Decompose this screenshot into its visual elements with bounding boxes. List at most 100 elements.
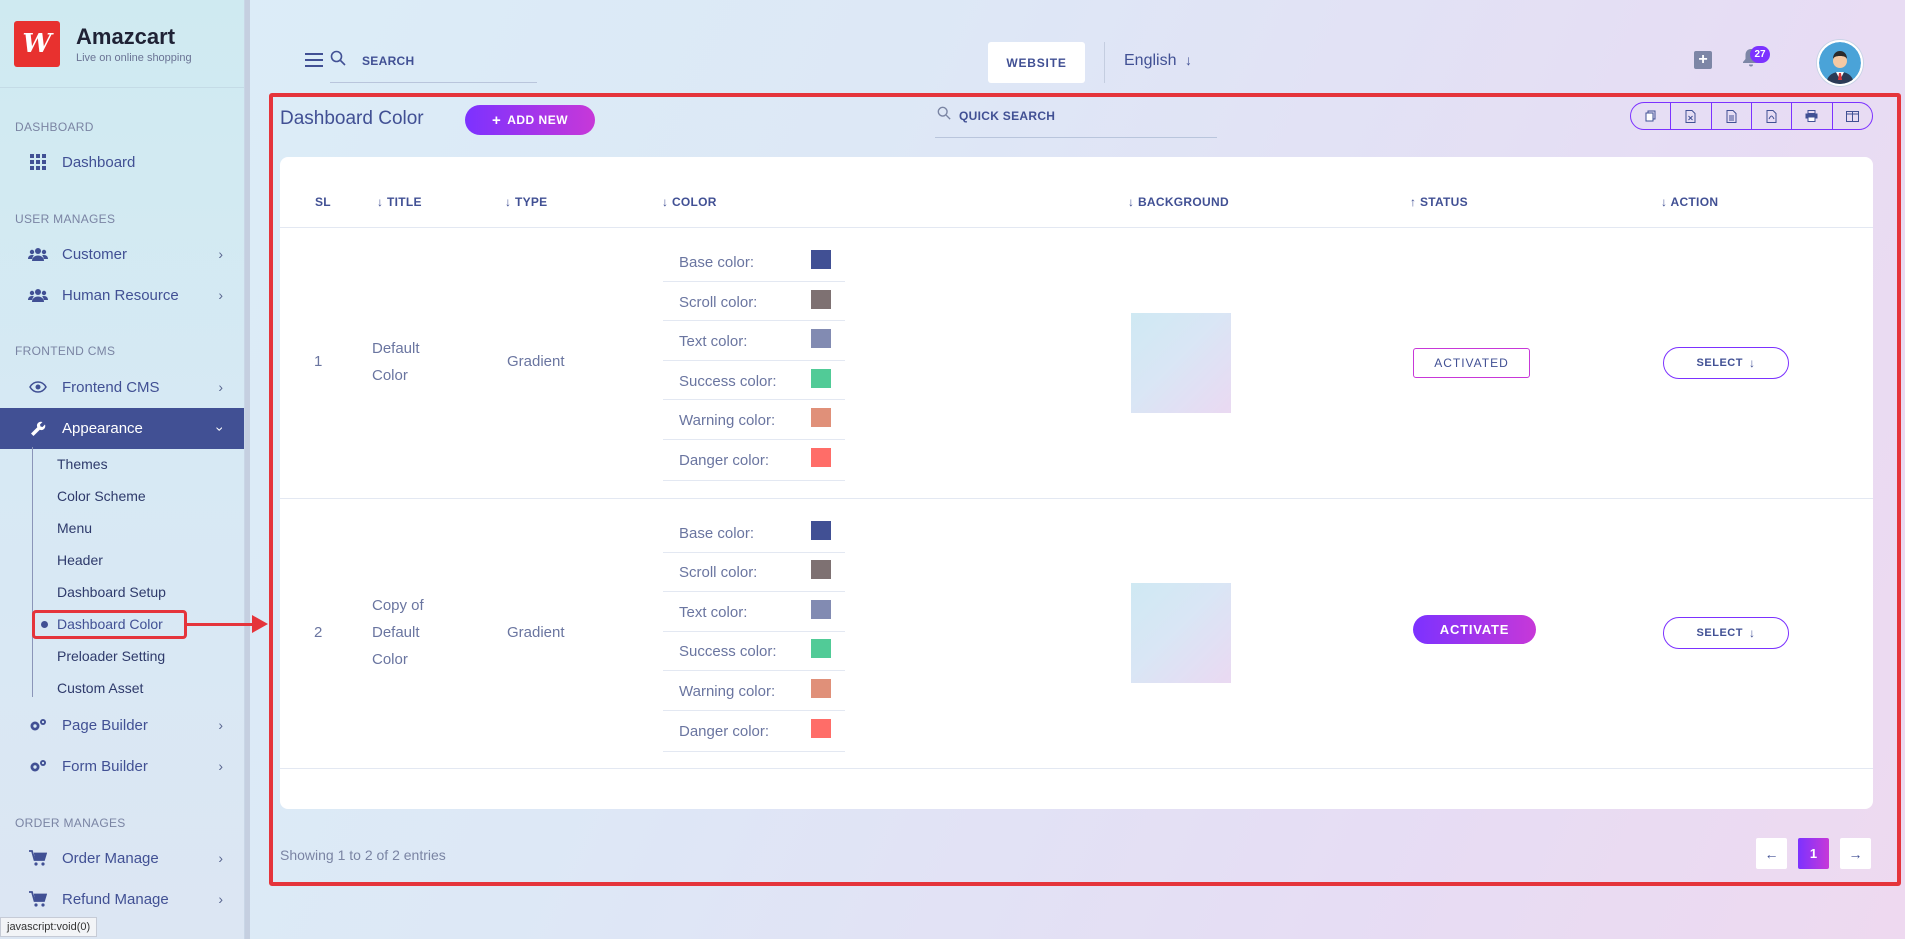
arrow-right-icon: → [1848,845,1863,862]
divider [663,439,845,440]
sidebar-item-customer[interactable]: Customer › [0,234,244,274]
background-thumbnail[interactable] [1131,313,1231,413]
title-line: Color [372,367,408,384]
column-header-background[interactable]: ↓ BACKGROUND [1128,195,1229,209]
submenu-item-color-scheme[interactable]: Color Scheme [57,488,146,504]
csv-icon[interactable] [1712,103,1752,129]
submenu-item-header[interactable]: Header [57,552,103,568]
column-header-type[interactable]: ↓ TYPE [505,195,547,209]
sidebar-item-frontend-cms[interactable]: Frontend CMS › [0,367,244,407]
color-swatch [811,290,831,309]
entries-info: Showing 1 to 2 of 2 entries [280,847,446,863]
submenu-item-themes[interactable]: Themes [57,456,108,472]
arrow-down-icon: ↓ [505,195,515,209]
column-header-label: TYPE [514,195,548,209]
column-header-label: BACKGROUND [1137,195,1229,209]
activate-button[interactable]: ACTIVATE [1413,615,1536,644]
quick-search-input[interactable] [959,106,1209,126]
color-swatch [811,639,831,658]
page-button-current[interactable]: 1 [1798,838,1829,869]
divider [663,399,845,400]
language-select[interactable]: English ↓ [1124,52,1192,70]
sidebar-item-form-builder[interactable]: Form Builder › [0,746,244,786]
column-header-label: ACTION [1670,195,1719,209]
arrow-down-icon: ↓ [1128,195,1138,209]
row-2-type: Gradient [507,624,565,641]
sidebar-item-human-resource[interactable]: Human Resource › [0,275,244,315]
submenu-item-dashboard-setup[interactable]: Dashboard Setup [57,584,166,600]
chevron-right-icon: › [218,287,223,303]
export-toolbar [1630,102,1873,130]
color-label: Warning color: [679,412,776,429]
divider [1104,42,1105,83]
select-action-button[interactable]: SELECT ↓ [1663,617,1789,649]
divider [663,710,845,711]
color-label: Scroll color: [679,294,758,311]
sidebar-item-page-builder[interactable]: Page Builder › [0,705,244,745]
logo-icon: W [14,20,60,67]
title-line: Color [372,651,408,668]
sidebar-scrollbar[interactable] [245,0,250,939]
color-label: Base color: [679,254,755,271]
color-label: Base color: [679,525,755,542]
arrow-down-icon: ↓ [662,195,672,209]
logo-area[interactable]: W Amazcart Live on online shopping [0,0,244,88]
submenu-item-dashboard-color[interactable]: Dashboard Color [57,616,163,632]
submenu-item-preloader-setting[interactable]: Preloader Setting [57,648,166,664]
search-input[interactable] [362,51,532,71]
select-action-button[interactable]: SELECT ↓ [1663,347,1789,379]
excel-icon[interactable] [1671,103,1712,129]
sidebar-item-appearance[interactable]: Appearance › [0,408,244,449]
sidebar-item-label: Appearance [62,420,143,437]
sidebar-item-dashboard[interactable]: Dashboard [0,142,244,182]
column-header-sl[interactable]: SL [315,195,331,209]
divider [663,631,845,632]
column-header-status[interactable]: ↑ STATUS [1410,195,1468,209]
chevron-right-icon: › [218,891,223,907]
chevron-right-icon: › [218,379,223,395]
plus-icon: + [491,111,502,129]
color-label: Warning color: [679,683,776,700]
arrow-down-icon: ↓ [1661,195,1671,209]
avatar[interactable] [1817,40,1863,86]
color-label: Text color: [679,333,748,350]
header-search [330,47,537,83]
color-swatch [811,521,831,540]
column-header-color[interactable]: ↓ COLOR [662,195,717,209]
title-line: Default [372,624,420,641]
search-icon [937,106,951,125]
chevron-right-icon: › [218,758,223,774]
color-swatch [811,600,831,619]
quick-search [935,104,1217,138]
column-header-title[interactable]: ↓ TITLE [377,195,422,209]
content-highlight-frame [269,93,1901,886]
background-thumbnail[interactable] [1131,583,1231,683]
prev-page-button[interactable]: ← [1756,838,1787,869]
color-label: Success color: [679,643,777,660]
menu-toggle-icon[interactable] [305,53,323,67]
next-page-button[interactable]: → [1840,838,1871,869]
column-header-action[interactable]: ↓ ACTION [1661,195,1718,209]
columns-icon[interactable] [1833,103,1872,129]
add-icon[interactable]: + [1694,51,1712,69]
pdf-icon[interactable] [1752,103,1793,129]
annotation-arrow [187,623,257,626]
add-new-button[interactable]: + ADD NEW [465,105,595,135]
submenu-item-menu[interactable]: Menu [57,520,93,536]
sidebar-item-order-manage[interactable]: Order Manage › [0,838,244,878]
color-swatch [811,560,831,579]
cart-icon [28,891,48,907]
activated-status-button[interactable]: ACTIVATED [1413,348,1530,378]
submenu-item-custom-asset[interactable]: Custom Asset [57,680,144,696]
arrow-down-icon: ↓ [1748,626,1756,640]
title-line: Default [372,340,420,357]
header-divider [280,227,1873,228]
website-button[interactable]: WEBSITE [988,42,1085,83]
color-label: Danger color: [679,452,770,469]
arrow-down-icon: ↓ [377,195,387,209]
copy-icon[interactable] [1631,103,1672,129]
divider [663,480,845,481]
sidebar-item-refund-manage[interactable]: Refund Manage › [0,879,244,919]
print-icon[interactable] [1792,103,1833,129]
chevron-down-icon: › [212,426,229,431]
